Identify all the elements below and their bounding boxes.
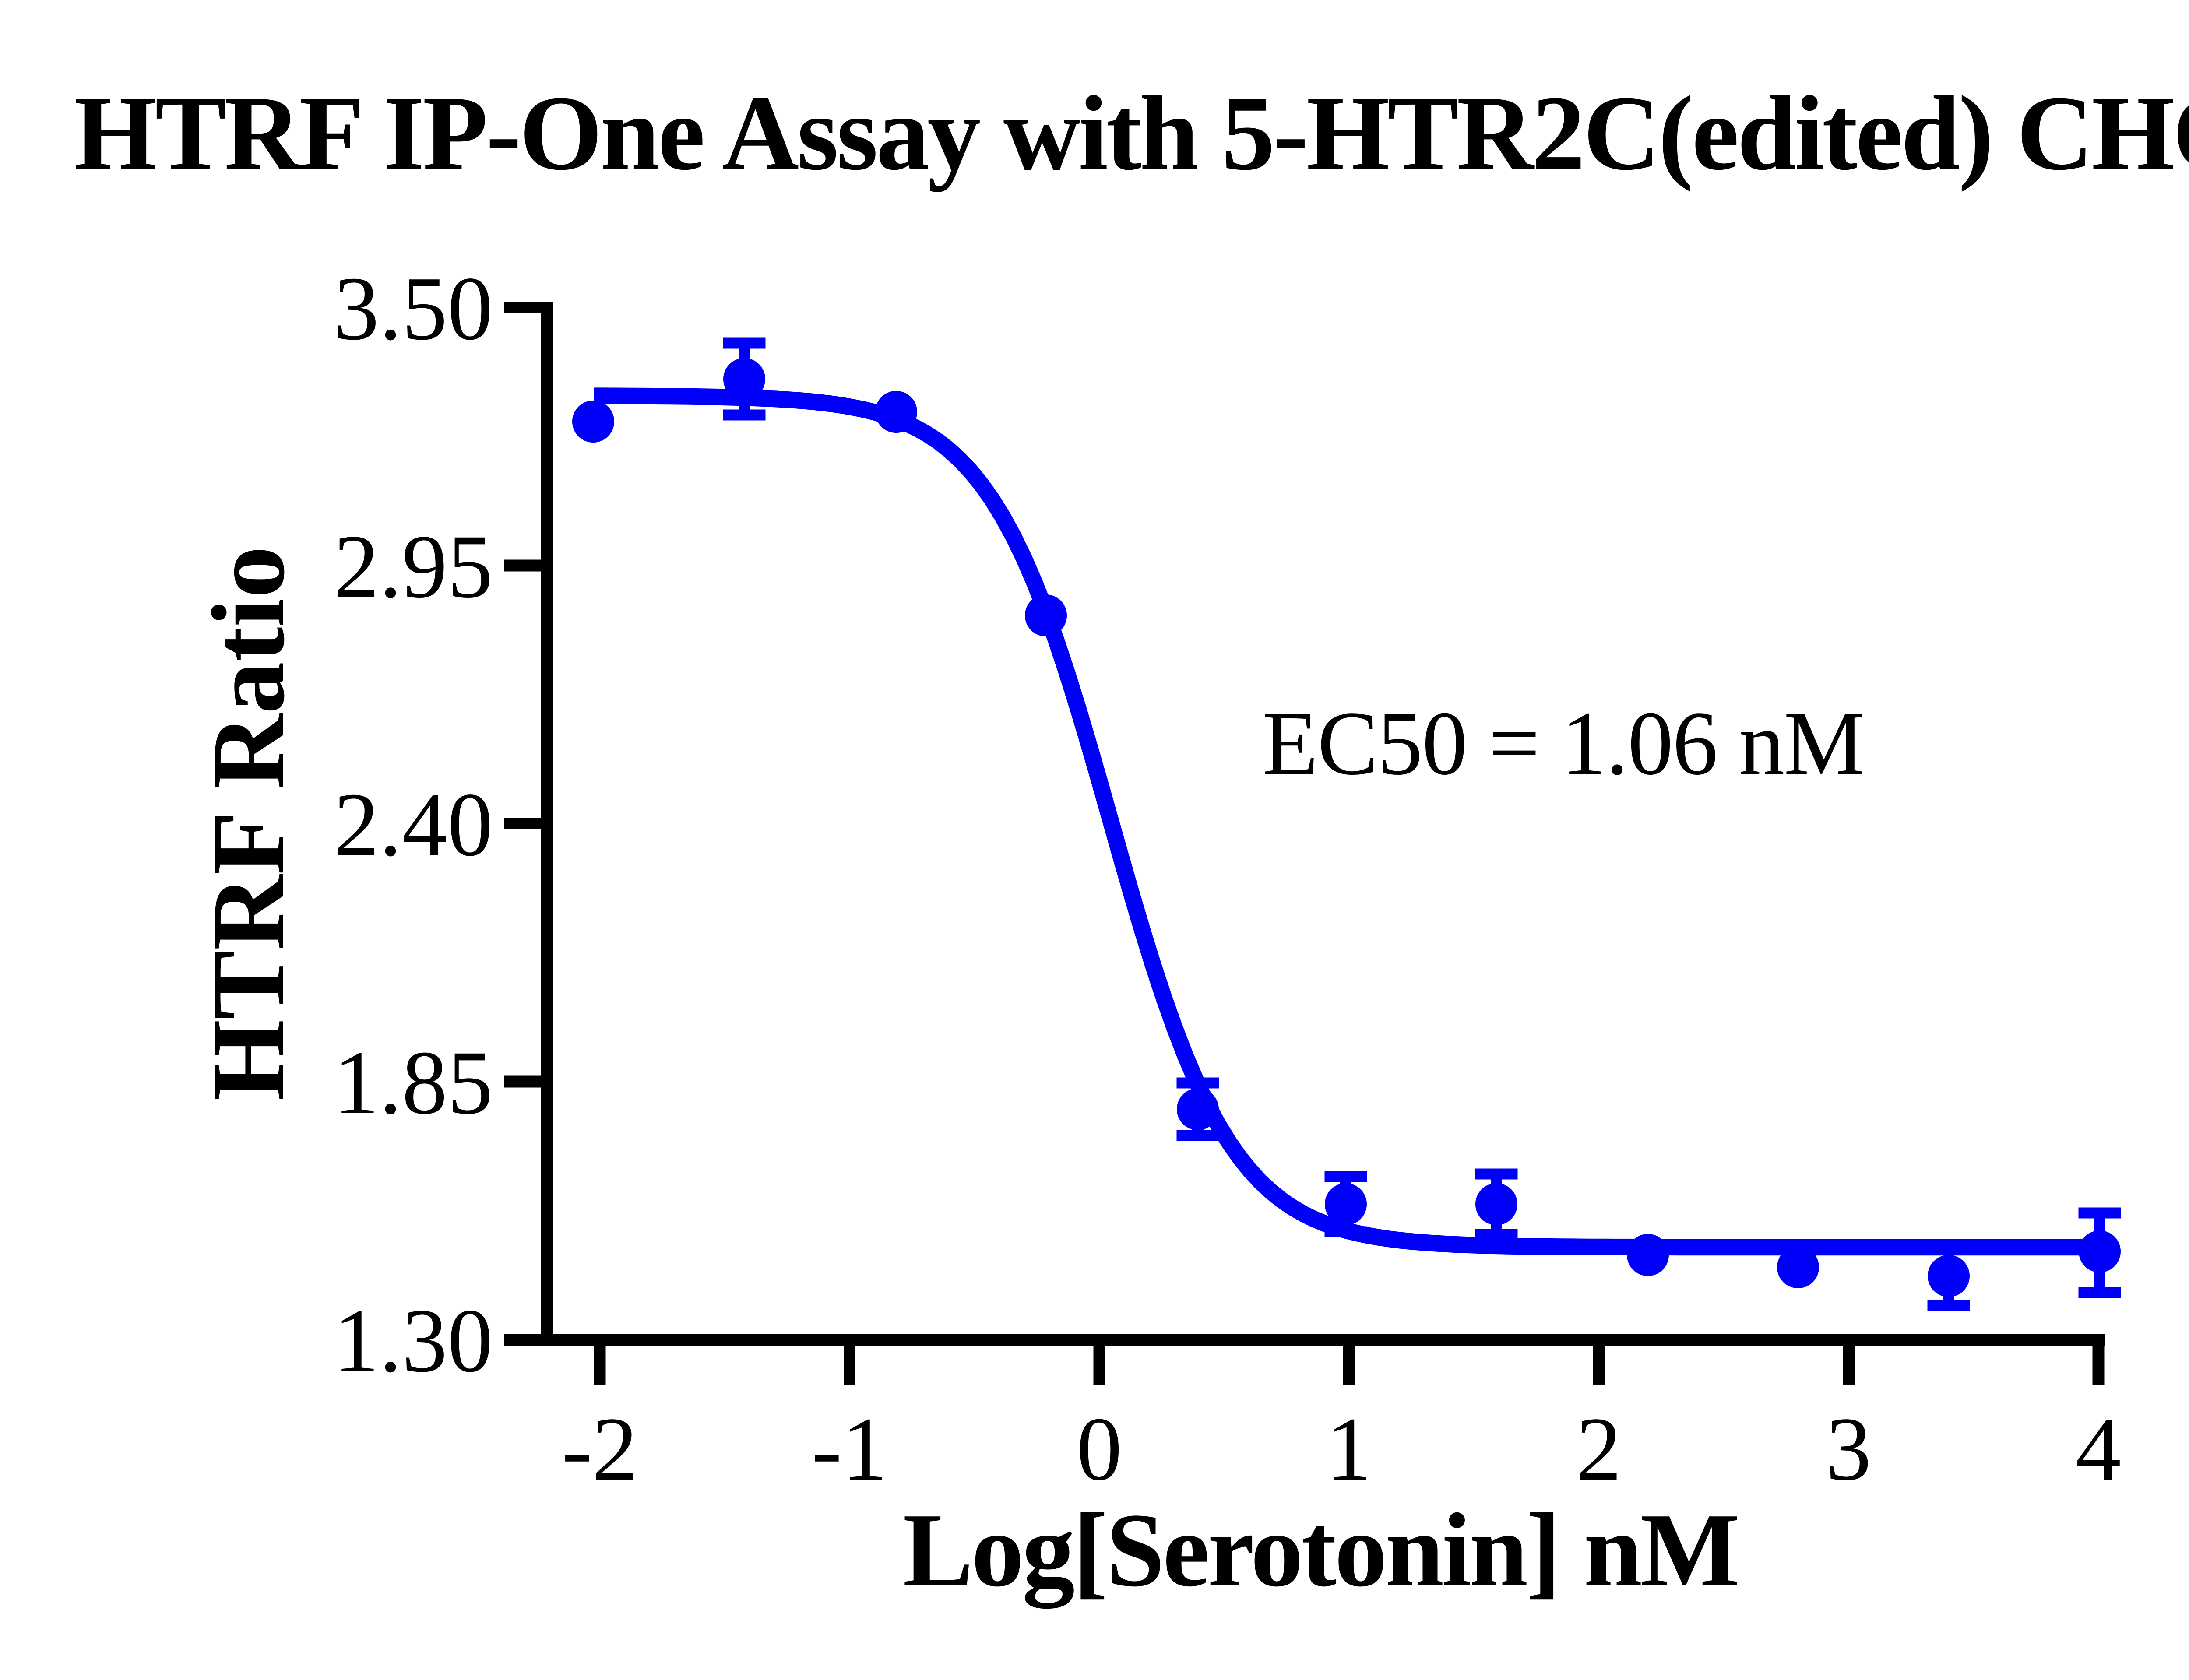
svg-text:-1: -1 — [812, 1399, 887, 1499]
svg-text:1.85: 1.85 — [334, 1032, 493, 1133]
svg-text:2: 2 — [1576, 1399, 1622, 1499]
svg-text:-2: -2 — [562, 1399, 637, 1499]
svg-text:0: 0 — [1077, 1399, 1122, 1499]
svg-text:Log[Serotonin] nM: Log[Serotonin] nM — [903, 1492, 1738, 1609]
svg-text:HTRF Ratio: HTRF Ratio — [191, 546, 306, 1100]
svg-text:2.40: 2.40 — [334, 774, 493, 875]
svg-text:2.95: 2.95 — [334, 516, 493, 617]
svg-text:3: 3 — [1826, 1399, 1872, 1499]
svg-text:HTRF IP-One Assay with 5-HTR2C: HTRF IP-One Assay with 5-HTR2C(edited) C… — [74, 63, 2189, 192]
svg-text:EC50 = 1.06 nM: EC50 = 1.06 nM — [1263, 693, 1864, 794]
svg-text:1: 1 — [1327, 1399, 1372, 1499]
svg-text:3.50: 3.50 — [334, 258, 493, 359]
svg-text:1.30: 1.30 — [334, 1290, 493, 1391]
svg-text:4: 4 — [2076, 1399, 2121, 1499]
